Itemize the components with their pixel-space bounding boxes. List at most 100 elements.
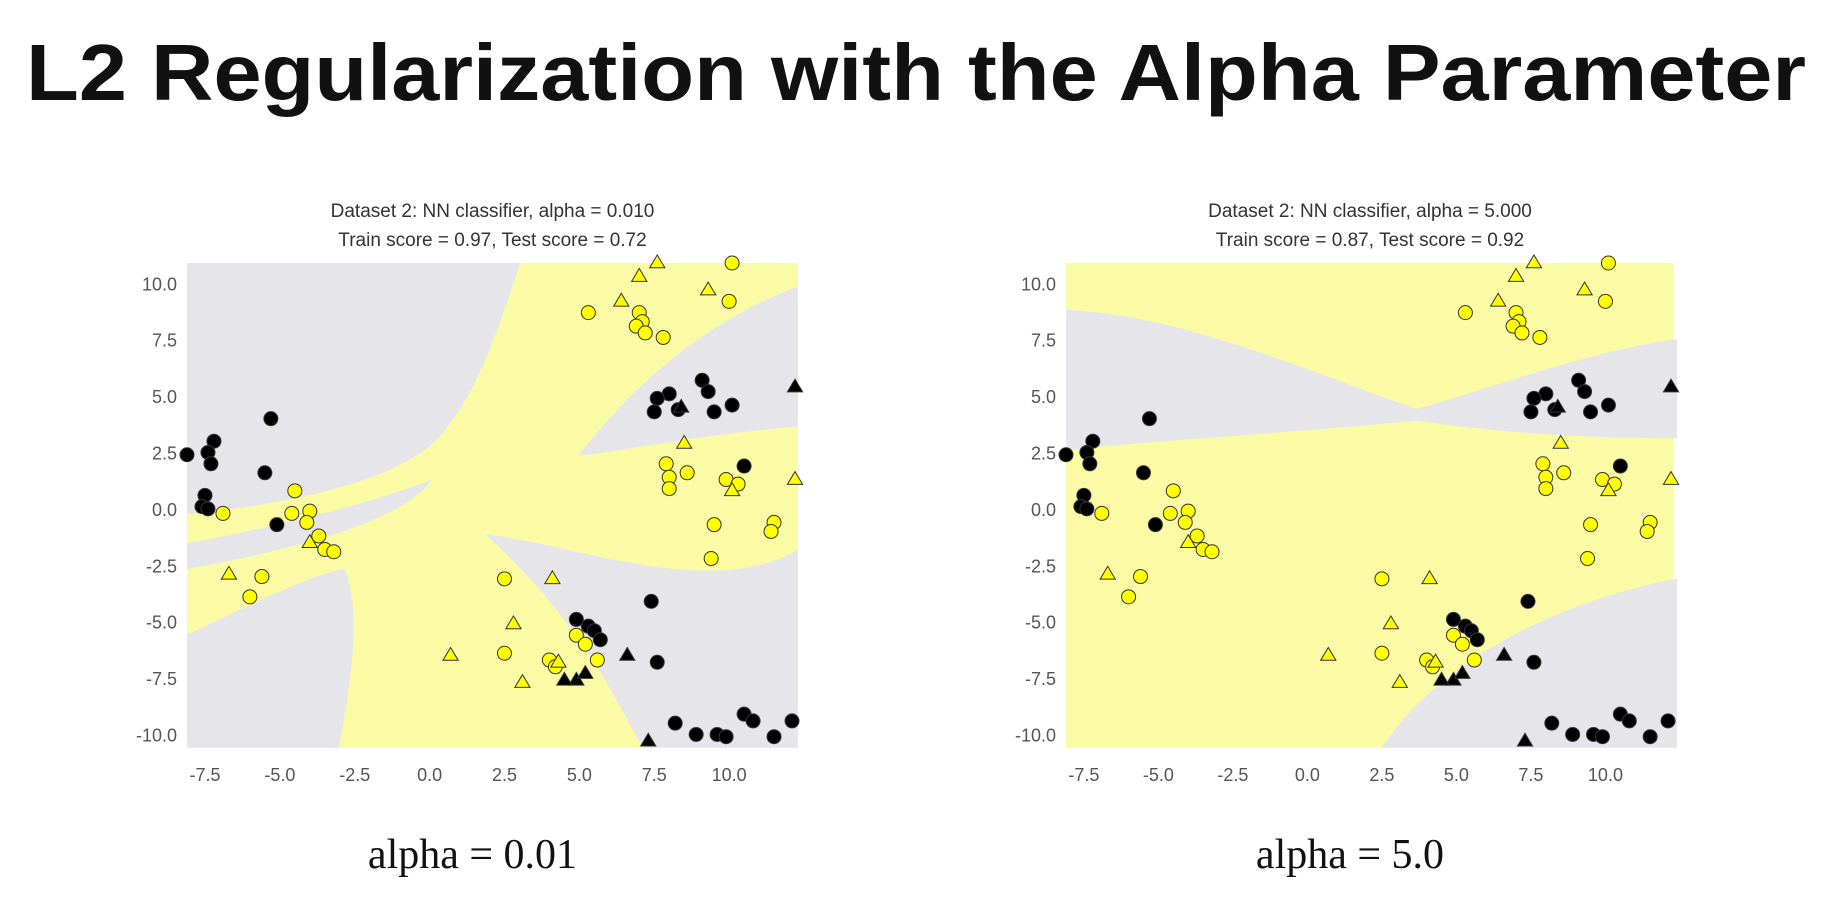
point-circle <box>700 384 716 400</box>
point-triangle <box>555 671 573 686</box>
point-circle <box>1597 293 1613 309</box>
point-circle <box>1079 501 1095 517</box>
point-circle <box>718 729 734 745</box>
point-circle <box>1580 551 1596 567</box>
point-circle <box>667 715 683 731</box>
point-circle <box>311 528 327 544</box>
point-circle <box>1660 713 1676 729</box>
point-circle <box>257 465 273 481</box>
point-triangle <box>1421 569 1439 585</box>
point-triangle <box>1552 434 1570 449</box>
y-tick-label: 0.0 <box>152 500 177 520</box>
point-circle <box>1535 456 1551 472</box>
point-circle <box>703 551 719 567</box>
point-triangle <box>630 267 648 282</box>
point-circle <box>580 305 596 321</box>
x-tick-label: -2.5 <box>339 765 370 785</box>
point-circle <box>179 447 195 463</box>
point-circle <box>254 569 270 585</box>
x-tick-label: 5.0 <box>1444 765 1469 785</box>
y-tick-label: -7.5 <box>1025 669 1056 689</box>
y-tick-label: 7.5 <box>152 331 177 351</box>
point-circle <box>1147 517 1163 533</box>
point-triangle <box>1525 254 1543 269</box>
x-tick-label: -5.0 <box>1143 765 1174 785</box>
point-circle <box>661 481 677 497</box>
point-circle <box>1374 645 1390 661</box>
point-circle <box>763 523 779 539</box>
point-circle <box>1141 411 1157 427</box>
point-circle <box>1583 404 1599 420</box>
point-circle <box>1466 652 1482 668</box>
point-circle <box>1177 514 1193 530</box>
point-circle <box>1523 404 1539 420</box>
y-tick-label: -5.0 <box>146 613 177 633</box>
point-triangle <box>1662 378 1680 393</box>
point-circle <box>287 483 303 499</box>
point-triangle <box>1391 673 1409 688</box>
point-circle <box>1162 505 1178 521</box>
point-triangle <box>1433 671 1451 686</box>
point-circle <box>1526 390 1542 406</box>
point-circle <box>1621 713 1637 729</box>
point-circle <box>592 632 608 648</box>
point-circle <box>1469 632 1485 648</box>
point-circle <box>1583 517 1599 533</box>
point-triangle <box>1489 292 1507 307</box>
chart-subtitle: Train score = 0.97, Test score = 0.72 <box>338 230 646 251</box>
point-triangle <box>513 673 531 688</box>
point-circle <box>649 654 665 670</box>
chart-title: Dataset 2: NN classifier, alpha = 0.010 <box>331 201 655 222</box>
point-circle <box>269 517 285 533</box>
point-circle <box>496 645 512 661</box>
point-circle <box>1577 384 1593 400</box>
point-circle <box>1165 483 1181 499</box>
point-circle <box>496 571 512 587</box>
point-triangle <box>675 434 693 449</box>
point-circle <box>1058 447 1074 463</box>
point-triangle <box>1099 565 1117 580</box>
chart-subtitle: Train score = 0.87, Test score = 0.92 <box>1216 230 1524 251</box>
point-triangle <box>1662 470 1680 485</box>
point-triangle <box>1453 664 1471 679</box>
y-tick-label: 2.5 <box>1031 443 1056 463</box>
point-circle <box>299 514 315 530</box>
point-circle <box>766 729 782 745</box>
point-circle <box>1612 458 1628 474</box>
point-circle <box>784 713 800 729</box>
point-triangle <box>1495 646 1513 661</box>
x-tick-label: -7.5 <box>1068 765 1099 785</box>
point-circle <box>326 544 342 560</box>
point-triangle <box>1319 646 1337 661</box>
point-circle <box>679 465 695 481</box>
point-circle <box>215 505 231 521</box>
point-circle <box>568 627 584 643</box>
point-circle <box>1538 481 1554 497</box>
y-tick-label: -10.0 <box>136 725 177 745</box>
x-tick-label: 10.0 <box>1588 765 1623 785</box>
point-circle <box>1445 627 1461 643</box>
point-circle <box>1600 255 1616 271</box>
point-triangle <box>699 281 717 296</box>
point-triangle <box>1427 653 1445 668</box>
point-circle <box>724 255 740 271</box>
y-tick-label: -10.0 <box>1015 725 1056 745</box>
decision-regions <box>1066 263 1678 748</box>
point-circle <box>1544 715 1560 731</box>
point-circle <box>1454 636 1470 652</box>
point-circle <box>1565 726 1581 742</box>
point-triangle <box>786 378 804 393</box>
point-circle <box>568 611 584 627</box>
y-tick-label: -7.5 <box>146 669 177 689</box>
point-triangle <box>1599 481 1617 497</box>
point-circle <box>1556 465 1572 481</box>
point-triangle <box>1516 732 1534 747</box>
point-circle <box>242 589 258 605</box>
point-circle <box>646 404 662 420</box>
point-circle <box>655 329 671 345</box>
point-circle <box>1374 571 1390 587</box>
point-circle <box>658 456 674 472</box>
point-circle <box>589 652 605 668</box>
